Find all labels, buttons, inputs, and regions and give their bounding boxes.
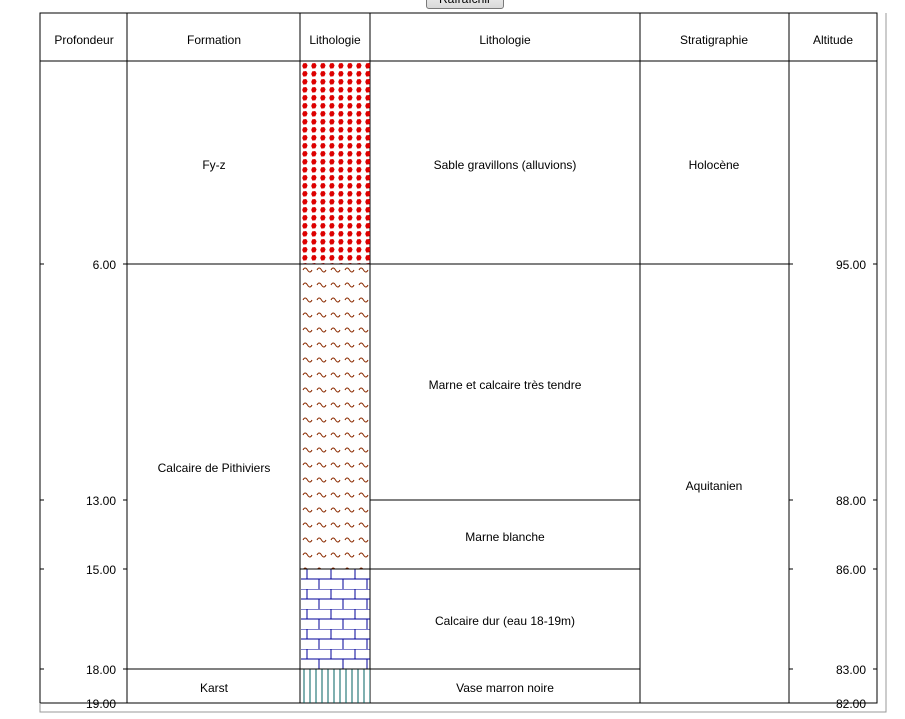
depth-label: 13.00 xyxy=(86,494,116,508)
refresh-button[interactable]: Rafraîchir xyxy=(426,0,504,9)
lithology-vase: Vase marron noire xyxy=(456,681,554,695)
depth-label: 19.00 xyxy=(86,697,116,711)
header-altitude: Altitude xyxy=(813,33,853,47)
header-lithologie-description: Lithologie xyxy=(479,33,531,47)
pattern-calcaire-dur xyxy=(301,569,370,669)
lithology-sable-gravillons: Sable gravillons (alluvions) xyxy=(434,158,577,172)
header-stratigraphie: Stratigraphie xyxy=(680,33,748,47)
stratigraphy-aquitanien: Aquitanien xyxy=(686,479,743,493)
altitude-label: 88.00 xyxy=(836,494,866,508)
altitude-label: 86.00 xyxy=(836,563,866,577)
formation-fy-z: Fy-z xyxy=(202,158,225,172)
formation-karst: Karst xyxy=(200,681,229,695)
formation-column: Fy-z Calcaire de Pithiviers Karst xyxy=(127,158,300,695)
depth-axis: 6.00 13.00 15.00 18.00 19.00 xyxy=(40,258,127,711)
depth-label: 18.00 xyxy=(86,663,116,677)
altitude-label: 83.00 xyxy=(836,663,866,677)
altitude-label: 82.00 xyxy=(836,697,866,711)
depth-label: 15.00 xyxy=(86,563,116,577)
depth-label: 6.00 xyxy=(93,258,117,272)
column-separators xyxy=(126,13,790,703)
log-frame xyxy=(39,12,878,704)
lithology-pattern-column xyxy=(300,62,370,703)
lithology-marne-calcaire: Marne et calcaire très tendre xyxy=(429,378,582,392)
page-border xyxy=(39,13,887,713)
pattern-sable-gravillons xyxy=(301,62,370,264)
altitude-label: 95.00 xyxy=(836,258,866,272)
header-profondeur: Profondeur xyxy=(54,33,113,47)
header-row: Profondeur Formation Lithologie Litholog… xyxy=(54,33,853,47)
header-lithologie-pattern: Lithologie xyxy=(309,33,361,47)
header-formation: Formation xyxy=(187,33,241,47)
lithology-calcaire-dur: Calcaire dur (eau 18-19m) xyxy=(435,614,575,628)
stratigraphy-column: Holocène Aquitanien xyxy=(640,158,789,493)
lithology-description-column: Sable gravillons (alluvions) Marne et ca… xyxy=(370,158,640,695)
lithology-marne-blanche: Marne blanche xyxy=(465,530,545,544)
formation-calcaire-de-pithiviers: Calcaire de Pithiviers xyxy=(158,461,271,475)
pattern-vase xyxy=(301,669,370,703)
altitude-axis: 95.00 88.00 86.00 83.00 82.00 xyxy=(789,258,877,711)
pattern-marne xyxy=(301,264,370,569)
stratigraphy-holocene: Holocène xyxy=(689,158,740,172)
